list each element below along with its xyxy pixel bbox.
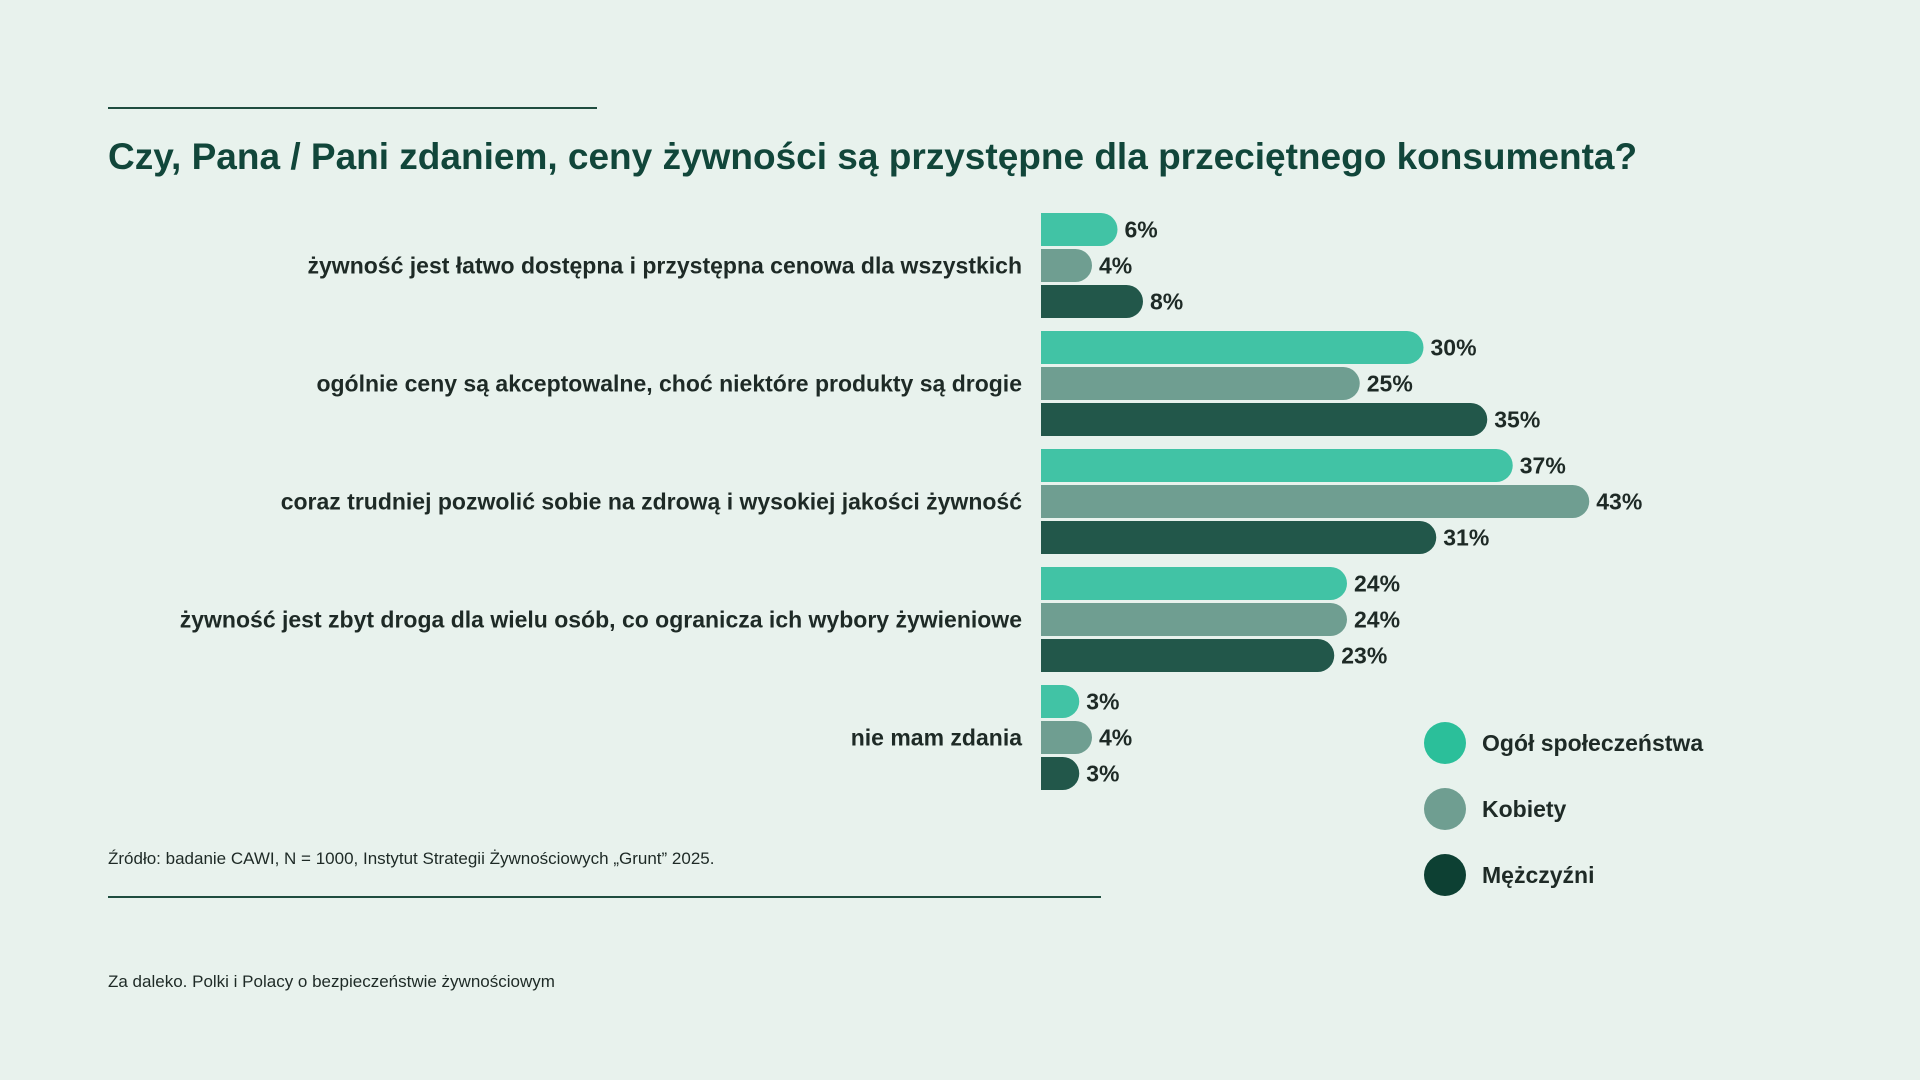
legend-swatch [1424,788,1466,830]
legend: Ogół społeczeństwa Kobiety Mężczyźni [1424,722,1703,920]
bar [1041,485,1590,518]
data-label: 24% [1354,607,1400,633]
footer-text: Za daleko. Polki i Polacy o bezpieczeńst… [108,972,555,991]
data-label: 3% [1086,761,1119,787]
bar [1041,567,1348,600]
data-label: 6% [1125,217,1158,243]
legend-item: Mężczyźni [1424,854,1703,896]
data-label: 43% [1596,489,1642,515]
bar [1041,285,1143,318]
source-note: Źródło: badanie CAWI, N = 1000, Instytut… [108,849,715,868]
legend-label: Kobiety [1482,795,1567,822]
bar [1041,757,1080,790]
category-label: ogólnie ceny są akceptowalne, choć niekt… [316,371,1022,397]
chart-title: Czy, Pana / Pani zdaniem, ceny żywności … [108,136,1638,177]
bar [1041,603,1348,636]
data-label: 25% [1367,371,1413,397]
category-label: żywność jest łatwo dostępna i przystępna… [308,253,1022,279]
bar [1041,249,1093,282]
legend-swatch [1424,722,1466,764]
category-label: żywność jest zbyt droga dla wielu osób, … [180,607,1022,633]
bar [1041,639,1335,672]
category-label: nie mam zdania [851,725,1022,751]
category-label: coraz trudniej pozwolić sobie na zdrową … [281,489,1023,515]
data-label: 30% [1431,335,1477,361]
data-label: 4% [1099,253,1132,279]
bar [1041,449,1513,482]
bar [1041,685,1080,718]
legend-item: Kobiety [1424,788,1703,830]
bar [1041,331,1424,364]
data-label: 24% [1354,571,1400,597]
legend-swatch [1424,854,1466,896]
bar [1041,721,1093,754]
data-label: 23% [1341,643,1387,669]
bar [1041,521,1437,554]
legend-item: Ogół społeczeństwa [1424,722,1703,764]
data-label: 4% [1099,725,1132,751]
bar [1041,367,1360,400]
legend-label: Ogół społeczeństwa [1482,729,1704,756]
legend-label: Mężczyźni [1482,861,1595,888]
data-label: 35% [1494,407,1540,433]
bar [1041,403,1488,436]
top-rule [108,107,597,109]
data-label: 8% [1150,289,1183,315]
data-label: 31% [1443,525,1489,551]
data-label: 3% [1086,689,1119,715]
bar [1041,213,1118,246]
data-label: 37% [1520,453,1566,479]
bottom-rule [108,896,1101,898]
